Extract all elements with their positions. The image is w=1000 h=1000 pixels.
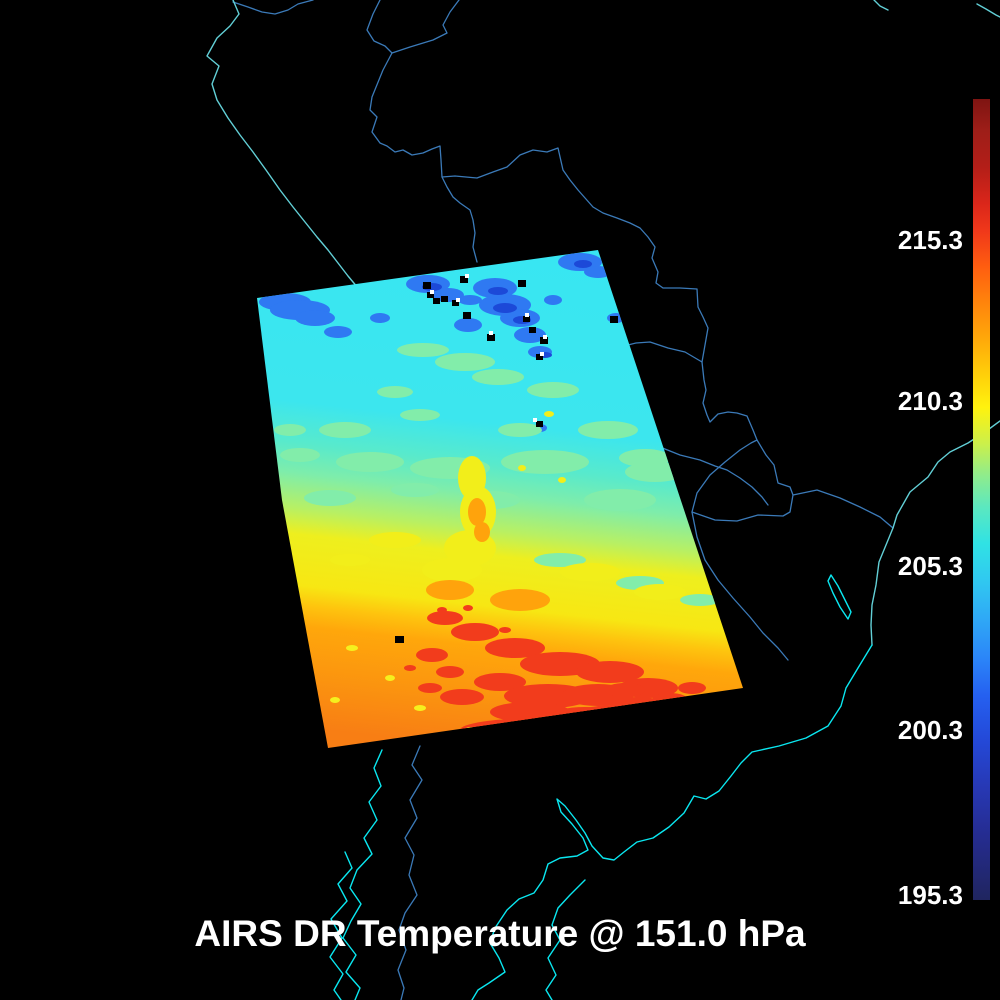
plot-title: AIRS DR Temperature @ 151.0 hPa [194, 913, 806, 954]
colorbar-tick-label: 205.3 [897, 551, 963, 581]
coastline-south [329, 574, 873, 1000]
missing-data-specks [395, 276, 618, 643]
colorbar [973, 99, 990, 900]
colorbar-tick-label: 215.3 [897, 225, 963, 255]
colorbar-tick-label: 200.3 [897, 715, 963, 745]
coastline-north [206, 0, 1000, 646]
colorbar-tick-label: 210.3 [897, 386, 963, 416]
colorbar-tick-label: 195.3 [897, 880, 963, 910]
swath-texture-blobs [259, 253, 720, 742]
country-borders [232, 0, 894, 1000]
data-swath [257, 250, 743, 748]
